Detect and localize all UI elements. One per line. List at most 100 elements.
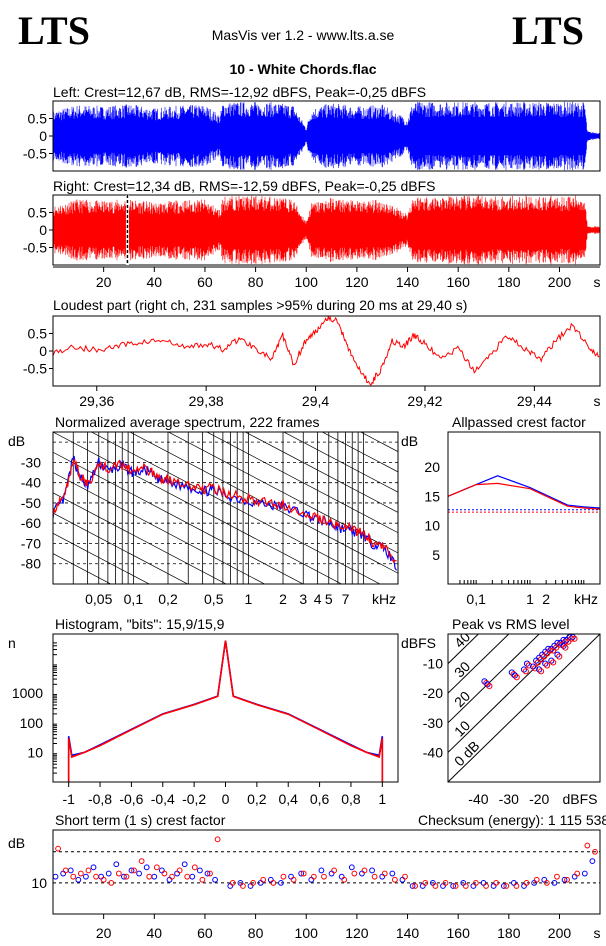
short-term-crest-xtick-label: 80 xyxy=(248,925,264,941)
short-term-crest-point xyxy=(369,867,375,874)
short-term-crest-point xyxy=(533,876,540,883)
short-term-crest-point xyxy=(554,873,560,880)
short-term-crest-point xyxy=(128,867,135,874)
short-term-crest-xtick-label: 140 xyxy=(396,925,420,941)
loudest-part-xtick-label: 29,38 xyxy=(189,393,224,409)
peak-vs-rms-point-blue xyxy=(530,663,537,670)
short-term-crest-point xyxy=(267,876,274,883)
short-term-crest-title: Short term (1 s) crest factor xyxy=(55,812,226,828)
average-spectrum-series xyxy=(53,455,398,571)
histogram-xtick-label: 0,2 xyxy=(247,791,267,807)
average-spectrum-slope xyxy=(90,432,381,584)
short-term-crest-point xyxy=(67,867,74,874)
short-term-crest-point xyxy=(442,879,449,886)
short-term-crest-point xyxy=(184,873,191,880)
allpassed-crest-series xyxy=(447,475,601,509)
peak-vs-rms-point-red xyxy=(550,659,557,666)
time-tick-label: 60 xyxy=(197,274,213,290)
short-term-crest-point xyxy=(105,870,112,877)
histogram-plot xyxy=(67,640,384,782)
short-term-crest-point xyxy=(196,867,203,874)
peak-vs-rms-point-blue xyxy=(536,666,543,673)
short-term-crest-point xyxy=(574,870,581,877)
average-spectrum-slope xyxy=(53,533,150,584)
short-term-crest-point xyxy=(571,873,578,880)
short-term-crest-point xyxy=(77,870,84,877)
allpassed-crest-ytick-label: 20 xyxy=(424,459,440,475)
short-term-crest-point xyxy=(143,864,150,871)
short-term-crest-point xyxy=(280,873,287,880)
peak-vs-rms-point-blue xyxy=(554,651,561,658)
average-spectrum-ytick-label: -80 xyxy=(21,556,41,572)
short-term-crest-point xyxy=(108,879,115,886)
average-spectrum-ylabel: dB xyxy=(8,433,25,449)
short-term-crest-point xyxy=(181,861,188,868)
peak-vs-rms-point-red xyxy=(562,644,569,651)
short-term-crest-point xyxy=(592,848,598,855)
short-term-crest-point xyxy=(402,873,408,880)
peak-vs-rms-xtick-label: -40 xyxy=(468,791,488,807)
short-term-crest-point xyxy=(348,864,355,871)
histogram-xtick-label: -0,4 xyxy=(151,791,175,807)
histogram-xtick-label: -0,8 xyxy=(88,791,112,807)
peak-vs-rms-xtick-label: -20 xyxy=(529,791,549,807)
short-term-crest-point xyxy=(52,873,59,880)
short-term-crest-frame xyxy=(52,829,601,915)
short-term-crest-point xyxy=(146,873,153,880)
loudest-part-xtick-label: 29,36 xyxy=(79,393,114,409)
peak-vs-rms-diagonal-label: 20 xyxy=(451,688,473,710)
short-term-crest-point xyxy=(250,879,256,886)
short-term-crest-point xyxy=(85,867,92,874)
histogram-xtick-label: 0,6 xyxy=(310,791,330,807)
short-term-crest-point xyxy=(328,870,335,877)
time-tick-label: 20 xyxy=(96,274,112,290)
short-term-crest-point xyxy=(500,883,507,889)
time-tick-label: 140 xyxy=(396,274,420,290)
peak-vs-rms-diagonal-label: 30 xyxy=(451,658,473,680)
short-term-crest-point xyxy=(331,867,337,874)
short-term-crest-xunit: s xyxy=(594,925,601,941)
short-term-crest-point xyxy=(381,870,388,877)
peak-vs-rms-ytick-label: -20 xyxy=(423,685,443,701)
average-spectrum-slope xyxy=(244,432,398,513)
peak-vs-rms-diagonal-label: 10 xyxy=(451,717,473,739)
loudest-part-title: Loudest part (right ch, 231 samples >95%… xyxy=(53,297,467,313)
average-spectrum-xunit: kHz xyxy=(372,591,396,607)
short-term-crest-point xyxy=(60,870,67,877)
short-term-crest-point xyxy=(55,845,61,852)
histogram-series xyxy=(67,640,384,782)
average-spectrum-xtick-label: 2 xyxy=(279,591,287,607)
short-term-crest-point xyxy=(513,883,520,889)
short-term-crest-point xyxy=(399,876,406,883)
short-term-crest-point xyxy=(318,867,325,874)
short-term-crest-point xyxy=(247,883,254,889)
loudest-part-ytick-label: -0.5 xyxy=(23,361,47,377)
short-term-crest-point xyxy=(379,873,386,880)
peak-vs-rms-frame xyxy=(447,633,601,783)
short-term-crest-point xyxy=(564,876,570,883)
histogram-ylabel: n xyxy=(8,635,16,651)
peak-vs-rms-point-blue xyxy=(520,666,528,673)
histogram-xtick-label: 0,8 xyxy=(341,791,361,807)
short-term-crest-point xyxy=(288,873,294,880)
loudest-part-xtick-label: 29,4 xyxy=(302,393,329,409)
short-term-crest-point xyxy=(138,858,145,865)
short-term-crest-point xyxy=(462,883,469,889)
waveform-left-trace xyxy=(53,101,600,171)
short-term-crest-point xyxy=(166,876,173,883)
average-spectrum-xtick-label: 0,05 xyxy=(85,591,112,607)
allpassed-crest-xunit: kHz xyxy=(574,591,598,607)
peak-vs-rms-diagonal xyxy=(448,634,480,664)
allpassed-crest-frame xyxy=(447,431,601,585)
histogram-xtick-label: -0,6 xyxy=(119,791,143,807)
short-term-crest-point xyxy=(93,873,99,880)
short-term-crest-point xyxy=(62,867,69,874)
waveform-right-trace xyxy=(53,195,600,265)
short-term-crest-point xyxy=(212,876,218,883)
peak-vs-rms-point-red xyxy=(525,662,532,669)
short-term-crest-point xyxy=(176,867,183,874)
short-term-crest-point xyxy=(229,879,236,886)
short-term-crest-point xyxy=(321,873,327,880)
average-spectrum-slope xyxy=(53,451,304,584)
short-term-crest-point xyxy=(260,876,267,883)
